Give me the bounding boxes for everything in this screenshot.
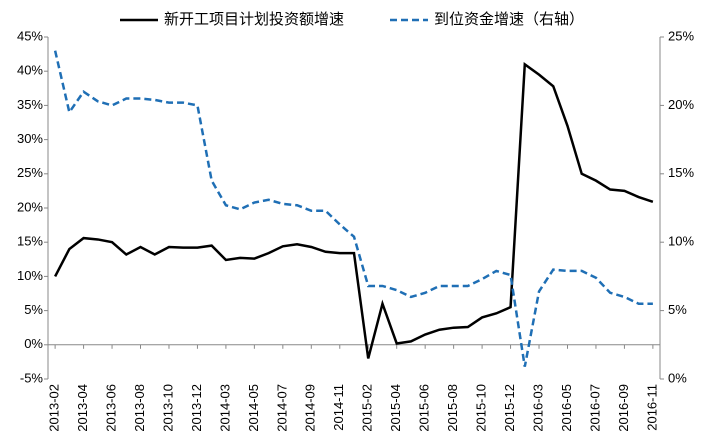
y-tick-label: 40% bbox=[17, 63, 43, 78]
legend-label: 新开工项目计划投资额增速 bbox=[164, 11, 344, 28]
y-tick-label: 0% bbox=[24, 336, 43, 351]
x-tick-label: 2013-08 bbox=[132, 384, 147, 431]
x-tick-label: 2013-02 bbox=[47, 384, 62, 431]
x-tick-label: 2014-05 bbox=[246, 384, 261, 431]
x-tick-label: 2015-08 bbox=[445, 384, 460, 431]
x-tick-label: 2013-12 bbox=[189, 384, 204, 431]
y-tick-label: 25% bbox=[17, 165, 43, 180]
series-line bbox=[54, 62, 654, 359]
x-tick-label: 2014-03 bbox=[217, 384, 232, 431]
series-line bbox=[53, 50, 653, 367]
x-tick-label: 2015-10 bbox=[474, 384, 489, 431]
y-tick-label: 45% bbox=[17, 28, 43, 43]
x-tick-label: 2013-06 bbox=[103, 384, 118, 431]
x-tick-label: 2014-11 bbox=[331, 384, 346, 431]
x-tick-label: 2014-07 bbox=[274, 384, 289, 431]
y-tick-label: 5% bbox=[24, 302, 43, 317]
x-tick-label: 2013-04 bbox=[75, 384, 90, 431]
legend-label: 到位资金增速（右轴） bbox=[434, 11, 584, 28]
x-tick-label: 2016-03 bbox=[530, 384, 545, 431]
y-tick-label: -5% bbox=[20, 370, 44, 385]
x-tick-label: 2016-09 bbox=[616, 384, 631, 431]
y2-tick-label: 0% bbox=[668, 370, 687, 385]
y-tick-label: 35% bbox=[17, 97, 43, 112]
y2-tick-label: 20% bbox=[668, 97, 694, 112]
y2-tick-label: 15% bbox=[668, 165, 694, 180]
y2-tick-label: 10% bbox=[668, 234, 694, 249]
x-tick-label: 2015-02 bbox=[360, 384, 375, 431]
x-tick-label: 2016-07 bbox=[587, 384, 602, 431]
y2-tick-label: 5% bbox=[668, 302, 687, 317]
y2-tick-label: 25% bbox=[668, 28, 694, 43]
y-tick-label: 20% bbox=[17, 199, 43, 214]
x-tick-label: 2015-04 bbox=[388, 384, 403, 431]
x-tick-label: 2014-09 bbox=[303, 384, 318, 431]
x-tick-label: 2013-10 bbox=[160, 384, 175, 431]
y-tick-label: 30% bbox=[17, 131, 43, 146]
x-tick-label: 2016-11 bbox=[644, 384, 659, 431]
y-tick-label: 10% bbox=[17, 268, 43, 283]
x-tick-label: 2015-06 bbox=[417, 384, 432, 431]
x-tick-label: 2015-12 bbox=[502, 384, 517, 431]
x-tick-label: 2016-05 bbox=[559, 384, 574, 431]
y-tick-label: 15% bbox=[17, 234, 43, 249]
